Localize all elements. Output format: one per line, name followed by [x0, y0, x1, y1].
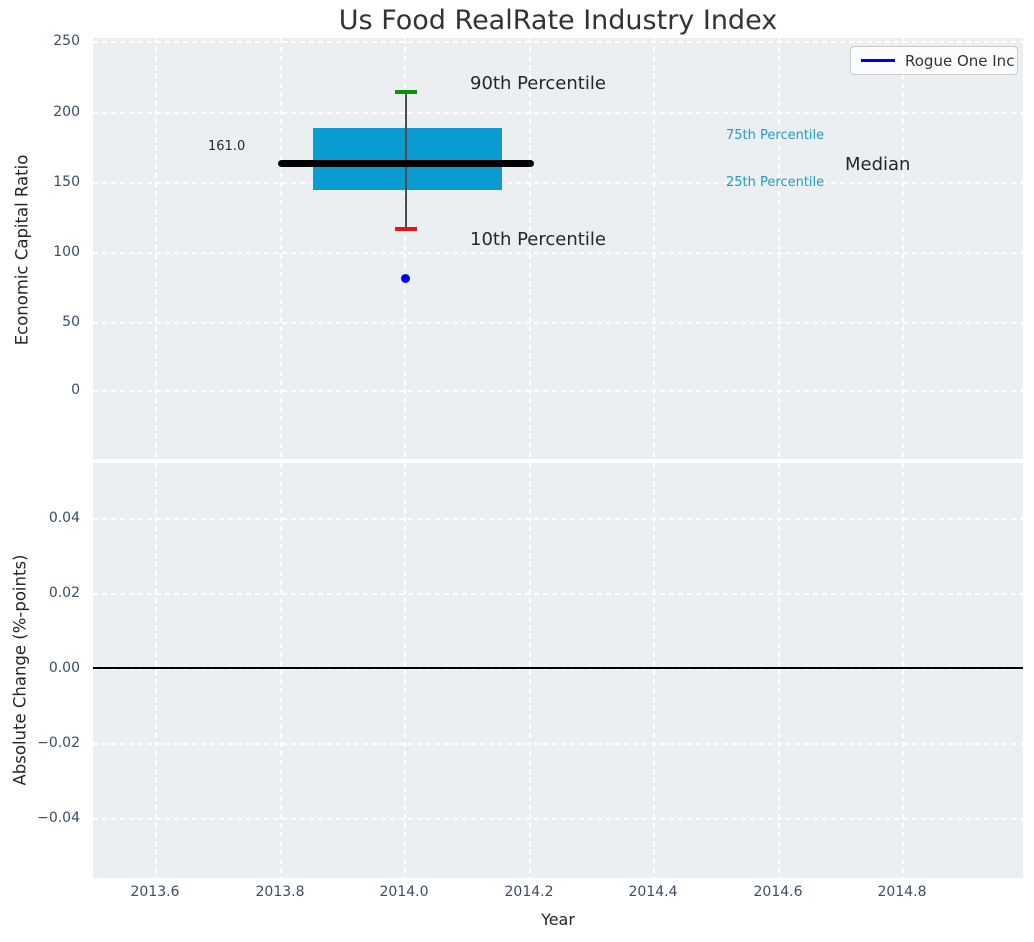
company-point-marker [401, 274, 410, 283]
gridline-h [93, 41, 1023, 43]
gridline-v [404, 463, 406, 878]
ytick-150: 150 [53, 174, 80, 190]
gridline-h [93, 182, 1023, 184]
top-y-axis-label: Economic Capital Ratio [12, 154, 32, 346]
legend-label: Rogue One Inc [905, 51, 1015, 70]
gridline-h [93, 593, 1023, 595]
gridline-h [93, 322, 1023, 324]
gridline-v [653, 463, 655, 878]
annotation-10th-percentile: 10th Percentile [470, 229, 606, 250]
gridline-v [653, 38, 655, 459]
gridline-v [155, 38, 157, 459]
whisker-cap-90th [395, 90, 417, 94]
gridline-v [529, 38, 531, 459]
gridline-h [93, 818, 1023, 820]
xtick-2013.6: 2013.6 [130, 884, 180, 900]
ytick-250: 250 [53, 33, 80, 49]
percentile-box [313, 128, 502, 190]
legend-line-sample [861, 59, 895, 62]
annotation-25th-percentile: 25th Percentile [726, 175, 825, 190]
annotation-75th-percentile: 75th Percentile [726, 128, 825, 143]
gridline-h [93, 390, 1023, 392]
zero-reference-line [93, 667, 1023, 669]
xtick-2014.0: 2014.0 [379, 884, 429, 900]
gridline-v [529, 463, 531, 878]
gridline-v [155, 463, 157, 878]
chart-title: Us Food RealRate Industry Index [338, 5, 778, 36]
bottom-y-axis-label: Absolute Change (%-points) [10, 554, 30, 786]
top-plot-area: 90th Percentile 75th Percentile Median 1… [93, 38, 1023, 459]
ytick--0.02: −0.02 [37, 735, 80, 751]
xtick-2014.8: 2014.8 [877, 884, 927, 900]
ytick-50: 50 [62, 314, 80, 330]
gridline-h [93, 743, 1023, 745]
gridline-v [902, 463, 904, 878]
annotation-90th-percentile: 90th Percentile [470, 73, 606, 94]
ytick--0.04: −0.04 [37, 810, 80, 826]
annotation-median: Median [845, 154, 911, 175]
xtick-2014.4: 2014.4 [628, 884, 678, 900]
x-axis-label: Year [541, 910, 575, 929]
gridline-h [93, 112, 1023, 114]
ytick-0: 0 [71, 382, 80, 398]
ytick-0.00: 0.00 [48, 660, 80, 676]
whisker-cap-10th [395, 227, 417, 231]
gridline-h [93, 518, 1023, 520]
gridline-h [93, 252, 1023, 254]
xtick-2014.2: 2014.2 [504, 884, 554, 900]
gridline-v [902, 38, 904, 459]
gridline-v [404, 38, 406, 459]
gridline-v [778, 38, 780, 459]
ytick-0.04: 0.04 [48, 510, 80, 526]
ytick-200: 200 [53, 104, 80, 120]
gridline-v [778, 463, 780, 878]
gridline-h [93, 668, 1023, 670]
annotation-median-value: 161.0 [208, 139, 246, 154]
gridline-v [280, 38, 282, 459]
ytick-100: 100 [53, 244, 80, 260]
gridline-v [280, 463, 282, 878]
ytick-0.02: 0.02 [48, 585, 80, 601]
xtick-2014.6: 2014.6 [753, 884, 803, 900]
bottom-plot-area [93, 463, 1023, 878]
median-line [278, 160, 534, 167]
xtick-2013.8: 2013.8 [255, 884, 305, 900]
legend: Rogue One Inc [850, 46, 1018, 75]
